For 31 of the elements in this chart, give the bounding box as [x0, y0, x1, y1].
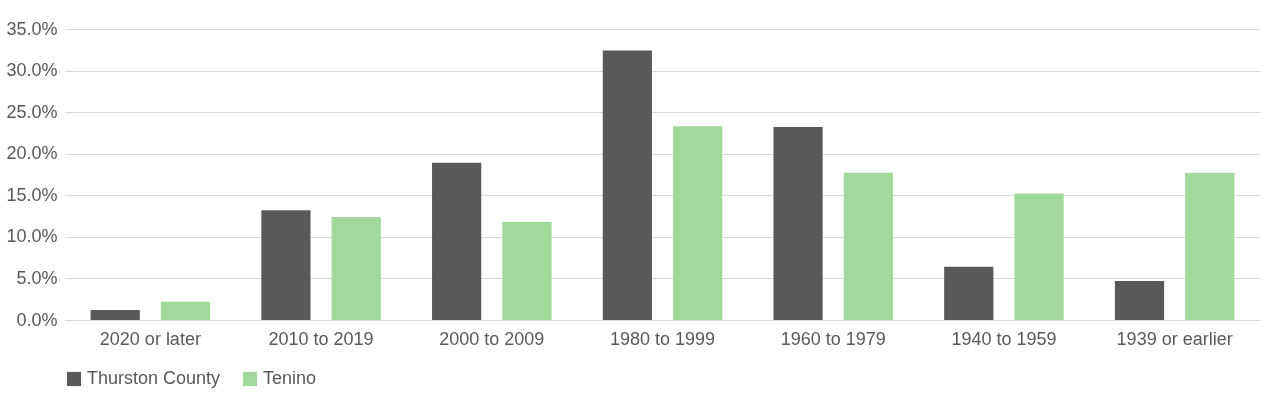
x-tick-label: 2000 to 2009 — [439, 328, 545, 349]
y-tick-label: 35.0% — [6, 18, 58, 39]
bar — [331, 216, 381, 320]
bar — [673, 126, 723, 320]
bar — [773, 127, 823, 320]
bar — [160, 301, 211, 320]
bar — [90, 310, 140, 320]
y-tick-label: 25.0% — [6, 101, 58, 122]
y-tick-label: 0.0% — [16, 309, 58, 330]
y-tick-label: 30.0% — [6, 60, 58, 81]
x-tick-label: 2010 to 2019 — [268, 328, 374, 349]
y-tick-label: 20.0% — [6, 143, 58, 164]
bar — [502, 221, 552, 320]
legend-label: Tenino — [263, 368, 317, 388]
x-tick-label: 1980 to 1999 — [609, 328, 716, 349]
legend-label: Thurston County — [87, 368, 221, 388]
x-tick-label: 1939 or earlier — [1116, 328, 1233, 349]
y-tick-label: 5.0% — [16, 267, 58, 288]
y-tick-label: 15.0% — [6, 184, 58, 205]
x-tick-label: 1960 to 1979 — [780, 328, 886, 349]
bar — [432, 162, 482, 320]
bar — [944, 266, 994, 320]
bar — [1014, 193, 1064, 320]
bar — [602, 50, 652, 320]
bar — [843, 172, 893, 320]
y-tick-label: 10.0% — [6, 226, 58, 247]
bar — [1185, 172, 1235, 320]
bar — [261, 210, 311, 320]
x-tick-label: 2020 or later — [99, 328, 201, 349]
x-tick-label: 1940 to 1959 — [951, 328, 1057, 349]
bar — [1114, 280, 1165, 320]
